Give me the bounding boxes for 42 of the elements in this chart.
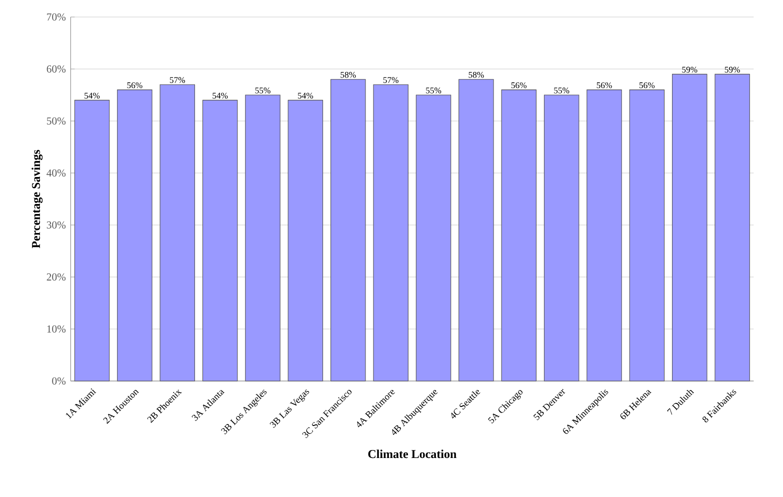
data-label: 59% (724, 66, 740, 73)
bar (416, 94, 452, 382)
data-label: 54% (84, 92, 100, 99)
data-label: 56% (640, 82, 655, 88)
data-label: 54% (298, 92, 314, 99)
data-label: 58% (468, 72, 484, 78)
data-label: 56% (596, 82, 612, 88)
bar (629, 90, 665, 382)
data-label: 55% (426, 88, 442, 94)
y-tick-label: 40% (46, 169, 66, 177)
data-label: 57% (170, 77, 186, 83)
y-axis-title: Percentage Savings (32, 150, 43, 248)
y-tick-label: 30% (46, 221, 66, 229)
bar (501, 90, 536, 382)
bar (288, 100, 324, 382)
data-label: 57% (383, 77, 398, 83)
data-label: 54% (212, 92, 228, 99)
bar (458, 79, 494, 382)
y-tick-label: 50% (47, 117, 66, 125)
bar (373, 84, 408, 382)
bar (160, 84, 195, 382)
bar (117, 90, 152, 382)
data-label: 55% (255, 88, 270, 94)
bar (330, 79, 366, 382)
y-tick-label: 70% (47, 13, 66, 21)
data-label: 58% (340, 72, 356, 78)
bar (714, 74, 750, 382)
bar (202, 100, 238, 382)
bar (586, 90, 622, 382)
bar (672, 74, 708, 382)
bar (74, 100, 110, 382)
data-label: 59% (682, 66, 698, 73)
data-label: 56% (127, 82, 142, 88)
y-tick-label: 20% (46, 273, 66, 281)
y-tick-label: 10% (47, 325, 66, 333)
data-label: 55% (554, 88, 570, 94)
x-axis-title: Climate Location (368, 450, 456, 458)
bar (245, 94, 280, 382)
y-tick-label: 60% (46, 65, 66, 73)
data-label: 56% (511, 82, 527, 88)
bar (544, 94, 580, 382)
y-tick-label: 0% (52, 377, 66, 385)
